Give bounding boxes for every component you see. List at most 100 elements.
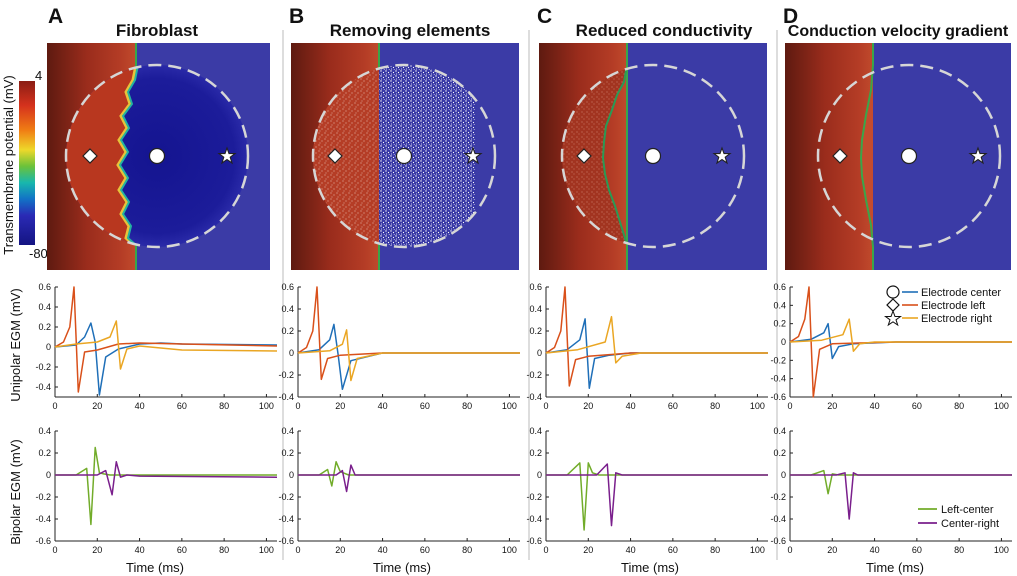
colorbar-axis-label: Transmembrane potential (mV) (1, 75, 16, 254)
x-tick-label-a-unipolar: 0 (52, 401, 57, 411)
x-tick-label-a-bipolar: 40 (135, 545, 145, 555)
y-tick-label-b-unipolar: 0.4 (281, 304, 294, 314)
series-electrode-left-c-unipolar (545, 286, 768, 387)
x-tick-label-a-bipolar: 60 (177, 545, 187, 555)
y-tick-label-b-unipolar: -0.4 (278, 392, 294, 402)
x-tick-label-c-unipolar: 100 (750, 401, 765, 411)
recording-area (311, 63, 497, 249)
legend-left-label: Electrode left (921, 300, 985, 312)
y-tick-label-c-bipolar: -0.4 (526, 514, 542, 524)
series-left-center-a-bipolar (55, 446, 277, 526)
x-tick-label-a-bipolar: 100 (259, 545, 274, 555)
x-tick-label-b-bipolar: 100 (502, 545, 517, 555)
y-tick-label-c-unipolar: 0 (537, 348, 542, 358)
x-tick-label-d-unipolar: 80 (954, 401, 964, 411)
electrode-right-marker (463, 146, 483, 165)
series-left-center-d-bipolar (790, 469, 1012, 495)
legend-left-center-label: Left-center (941, 504, 994, 516)
electrode-left-marker (576, 148, 592, 164)
y-tick-label-b-bipolar: 0.2 (281, 448, 294, 458)
x-tick-label-b-unipolar: 60 (420, 401, 430, 411)
y-tick-label-b-bipolar: -0.2 (278, 492, 294, 502)
y-tick-label-d-unipolar: -0.6 (770, 392, 786, 402)
electrode-center-marker (900, 147, 918, 165)
legend-center-right-label: Center-right (941, 518, 999, 530)
y-tick-label-a-unipolar: 0.6 (38, 282, 51, 292)
y-tick-label-b-unipolar: 0.2 (281, 326, 294, 336)
y-tick-label-c-bipolar: 0 (537, 470, 542, 480)
x-tick-label-d-unipolar: 0 (787, 401, 792, 411)
electrode-center-marker (395, 147, 413, 165)
series-electrode-center-a-unipolar (54, 322, 278, 396)
y-tick-label-a-unipolar: 0 (46, 342, 51, 352)
colorbar (19, 81, 35, 245)
electrode-left-marker (327, 148, 343, 164)
electrode-center-marker (148, 147, 166, 165)
x-tick-label-d-unipolar: 60 (912, 401, 922, 411)
x-tick-label-b-bipolar: 20 (335, 545, 345, 555)
colorbar-min-label: -80 (29, 246, 48, 261)
y-tick-label-d-unipolar: 0.2 (773, 319, 786, 329)
y-tick-label-c-bipolar: 0.2 (529, 448, 542, 458)
y-tick-label-b-unipolar: -0.2 (278, 370, 294, 380)
panel-title-b: Removing elements (330, 21, 491, 40)
y-tick-label-d-bipolar: 0.4 (773, 426, 786, 436)
tissue-map-a (47, 43, 270, 270)
panel-title-d: Conduction velocity gradient (788, 23, 1009, 40)
panel-title-c: Reduced conductivity (576, 21, 753, 40)
panel-title-a: Fibroblast (116, 21, 199, 40)
y-tick-label-c-unipolar: -0.4 (526, 392, 542, 402)
series-center-right-d-bipolar (790, 472, 1012, 520)
panel-letter-d: D (783, 5, 798, 28)
legend-right-marker (883, 309, 903, 327)
series-electrode-right-b-unipolar (297, 329, 520, 382)
y-tick-label-d-bipolar: 0 (781, 470, 786, 480)
bipolar-ylabel: Bipolar EGM (mV) (8, 439, 23, 544)
x-tick-label-b-bipolar: 60 (420, 545, 430, 555)
y-tick-label-d-unipolar: -0.4 (770, 374, 786, 384)
y-tick-label-b-bipolar: 0 (289, 470, 294, 480)
y-tick-label-c-bipolar: -0.2 (526, 492, 542, 502)
series-electrode-left-a-unipolar (54, 286, 278, 393)
x-tick-label-a-unipolar: 60 (177, 401, 187, 411)
x-tick-label-a-bipolar: 0 (52, 545, 57, 555)
x-tick-label-d-unipolar: 40 (870, 401, 880, 411)
x-tick-label-b-unipolar: 0 (295, 401, 300, 411)
y-tick-label-d-unipolar: 0 (781, 337, 786, 347)
electrode-right-marker (968, 146, 988, 165)
x-tick-label-d-bipolar: 0 (787, 545, 792, 555)
tissue-map-d (785, 43, 1011, 270)
x-tick-label-b-bipolar: 0 (295, 545, 300, 555)
y-tick-label-a-unipolar: -0.2 (35, 362, 51, 372)
legend-right-label: Electrode right (921, 313, 992, 325)
x-tick-label-b-unipolar: 100 (502, 401, 517, 411)
recording-area (560, 63, 746, 249)
x-tick-label-c-unipolar: 60 (668, 401, 678, 411)
x-tick-label-a-unipolar: 40 (135, 401, 145, 411)
bipolar-legend: Left-center Center-right (918, 504, 999, 530)
x-tick-label-d-bipolar: 80 (954, 545, 964, 555)
series-center-right-b-bipolar (298, 464, 520, 493)
x-tick-label-c-bipolar: 80 (710, 545, 720, 555)
y-tick-label-a-unipolar: 0.2 (38, 322, 51, 332)
y-tick-label-d-unipolar: -0.2 (770, 355, 786, 365)
unipolar-ylabel: Unipolar EGM (mV) (8, 288, 23, 401)
legend-center-label: Electrode center (921, 287, 1001, 299)
xlabel-c: Time (ms) (621, 560, 679, 575)
tissue-map-c (539, 43, 767, 270)
x-tick-label-a-unipolar: 100 (259, 401, 274, 411)
electrode-right-marker (712, 146, 732, 165)
colorbar-max-label: 4 (35, 68, 42, 83)
panel-letter-b: B (289, 5, 304, 28)
y-tick-label-c-unipolar: 0.4 (529, 304, 542, 314)
legend-left-marker (886, 298, 900, 312)
series-electrode-right-a-unipolar (54, 320, 278, 370)
x-tick-label-b-unipolar: 40 (378, 401, 388, 411)
panel-letter-c: C (537, 5, 552, 28)
x-tick-label-c-unipolar: 80 (710, 401, 720, 411)
x-tick-label-c-unipolar: 40 (626, 401, 636, 411)
y-tick-label-a-bipolar: 0 (46, 470, 51, 480)
y-tick-label-d-unipolar: 0.4 (773, 300, 786, 310)
x-tick-label-b-unipolar: 20 (335, 401, 345, 411)
